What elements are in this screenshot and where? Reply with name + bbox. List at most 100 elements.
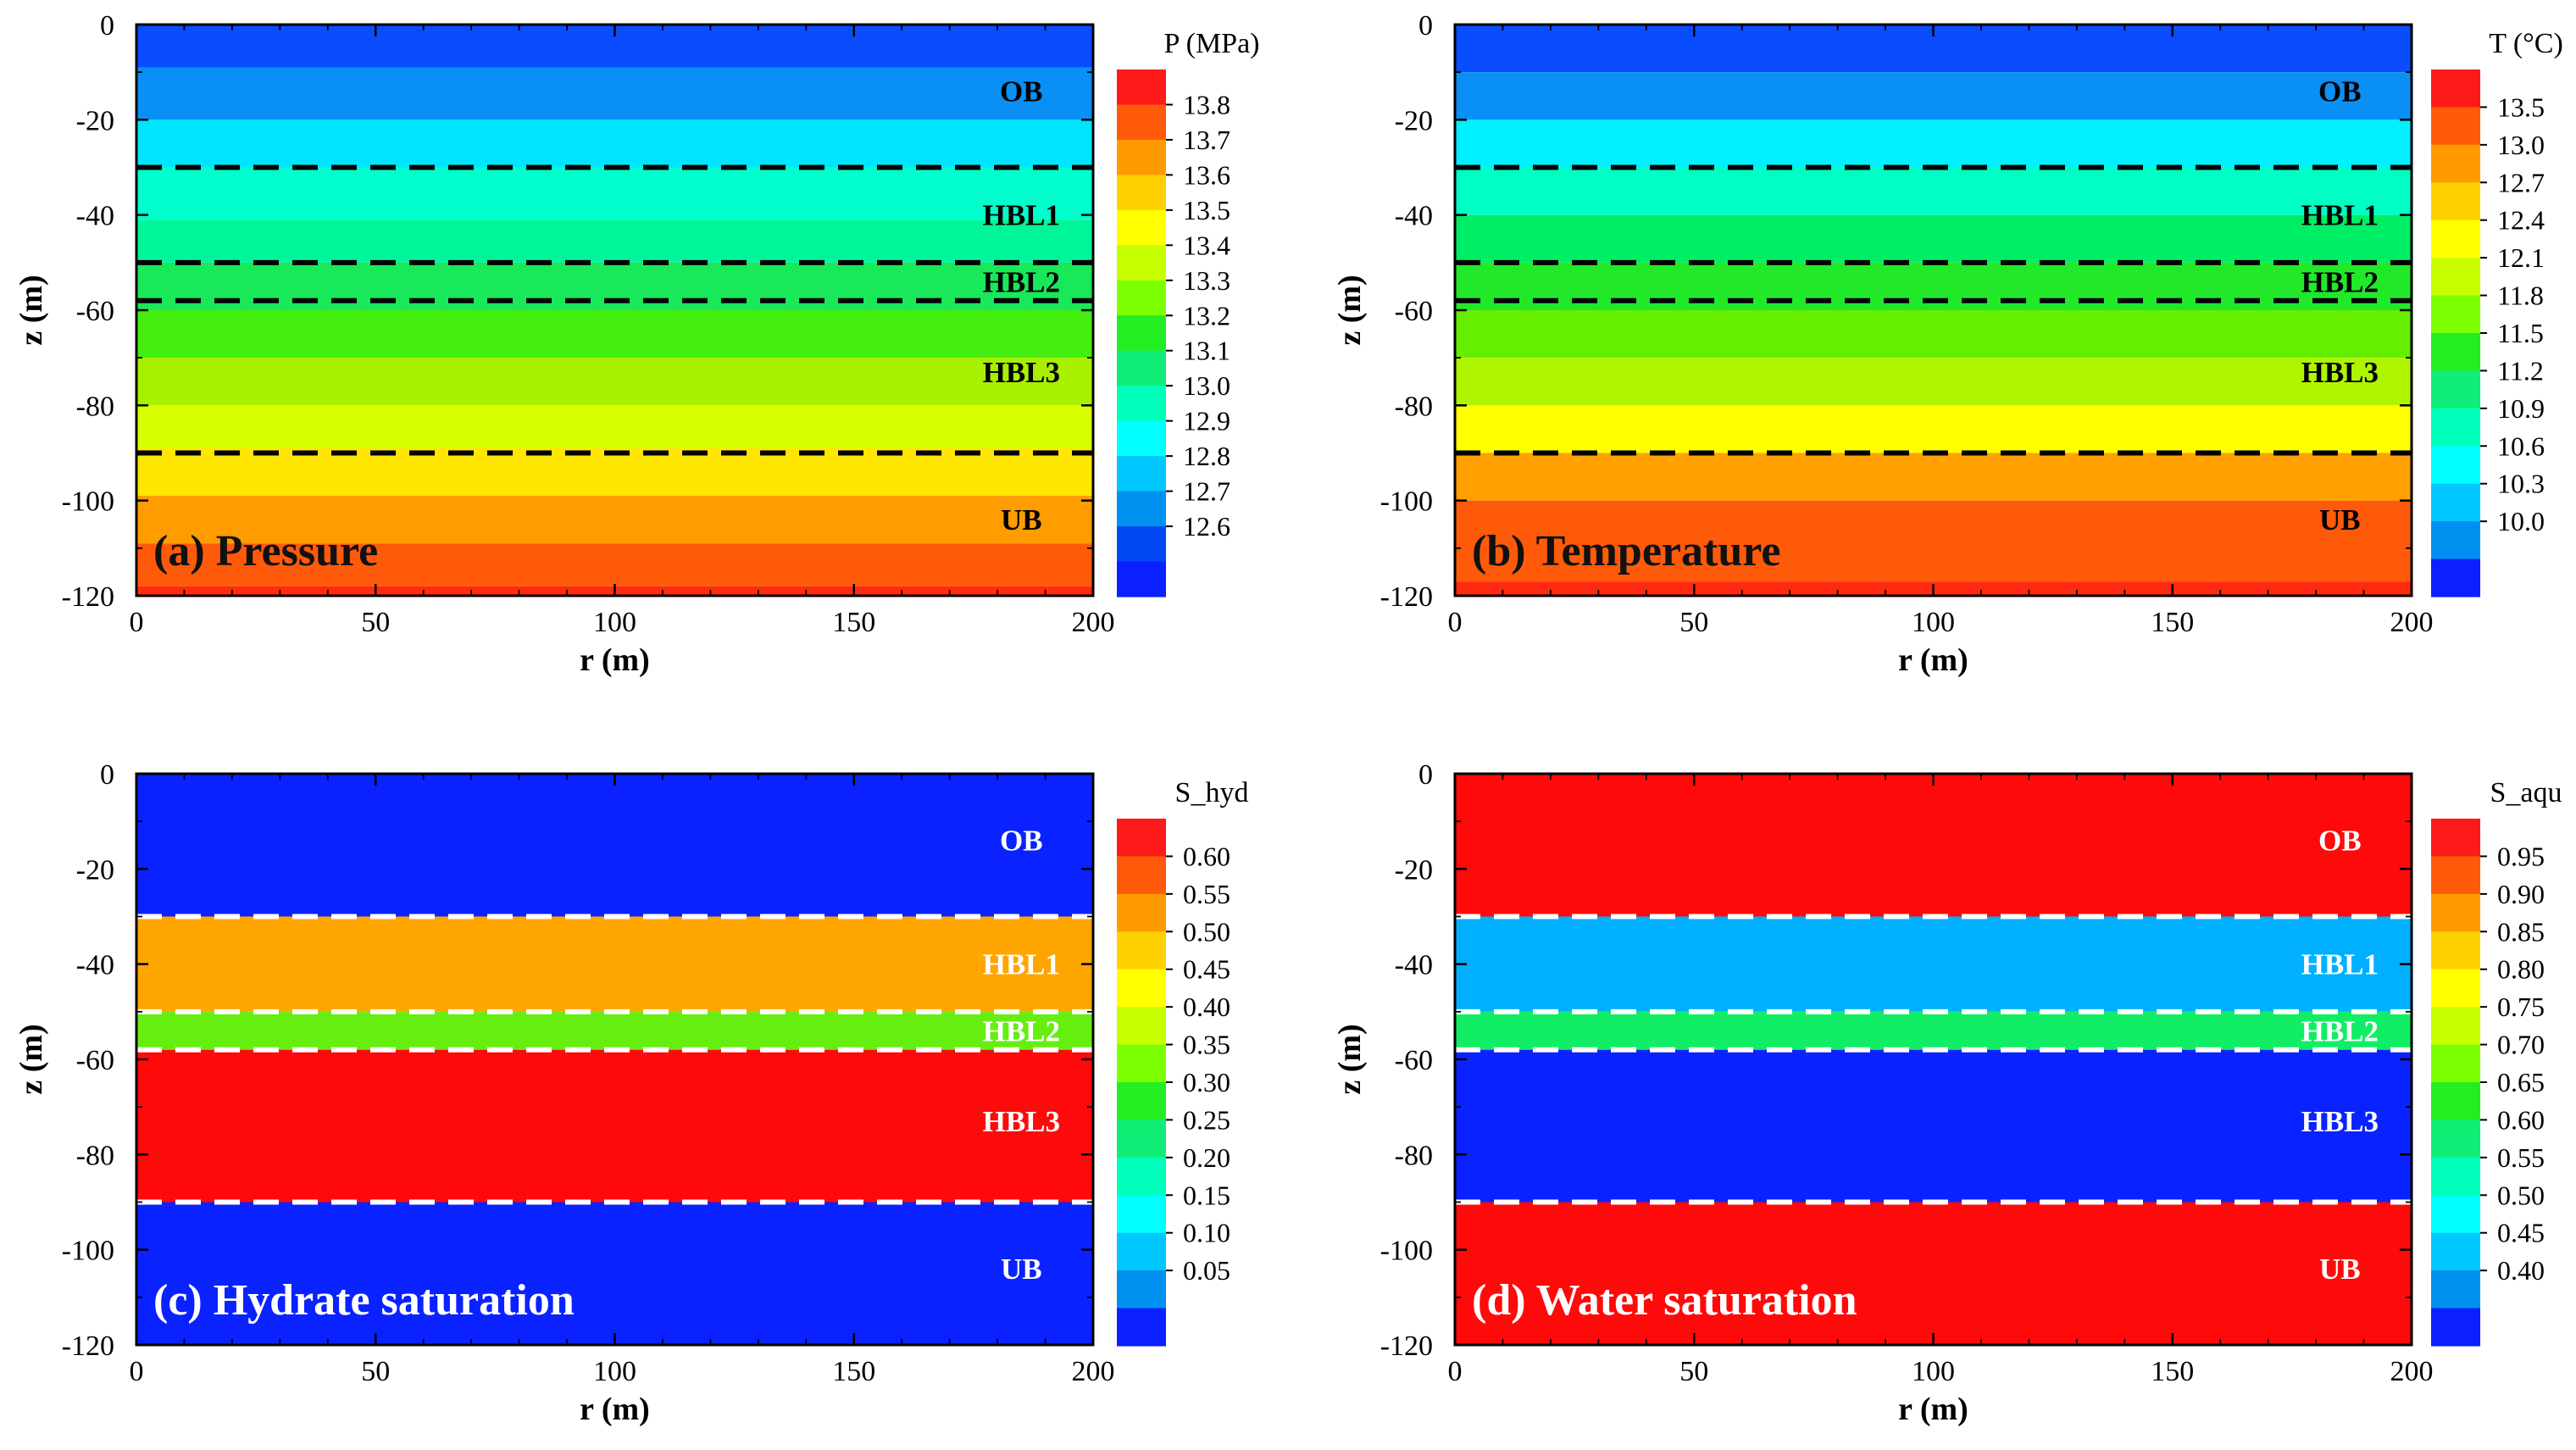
colorbar-label: 0.25 [1183,1104,1230,1135]
panel-d: 0 50 100 150 200 0 -20 -40 -60 -80 -100 -120 r (m) z … [1332,759,2562,1427]
colorbar-swatch [2431,219,2480,258]
x-tick-label: 50 [361,1356,390,1387]
colorbar-label: 0.70 [2497,1030,2545,1060]
colorbar-label: 0.55 [2497,1142,2545,1173]
x-axis-label: r (m) [580,1392,650,1427]
y-tick-label: -120 [62,581,114,613]
colorbar-label: 0.40 [1183,992,1230,1022]
contour-band-2 [1455,1011,2412,1050]
contour-band-9 [136,447,1093,497]
colorbar-label: 0.75 [2497,992,2545,1022]
layer-label: OB [2318,825,2362,858]
panel-title: (a) Pressure [153,527,378,575]
panel-title: (d) Water saturation [1472,1276,1857,1325]
contour-band-6 [1455,310,2412,358]
colorbar-label: 10.6 [2497,431,2545,461]
x-tick-label: 200 [1072,1356,1115,1387]
y-tick-label: -60 [76,1045,114,1076]
colorbar-label: 13.1 [1183,336,1230,366]
colorbar-swatch [1117,175,1166,211]
colorbar-swatch [2431,1232,2480,1271]
y-tick-label: -40 [1395,201,1433,232]
colorbar-swatch [1117,69,1166,106]
colorbar-swatch [2431,1195,2480,1234]
colorbar-label: 0.45 [2497,1218,2545,1248]
colorbar-label: 0.55 [1183,879,1230,909]
y-tick-label: -60 [1395,296,1433,327]
layer-label: HBL1 [983,199,1060,232]
colorbar-swatch [2431,69,2480,108]
layer-label: UB [2319,503,2361,536]
contour-band-7 [136,358,1093,406]
colorbar-swatch [1117,1044,1166,1083]
y-tick-label: -100 [62,1236,114,1267]
colorbar-label: 0.30 [1183,1067,1230,1097]
x-tick-label: 100 [1912,1356,1955,1387]
colorbar-swatch [2431,856,2480,895]
layer-label: UB [1001,1253,1042,1286]
contour-band-4 [1455,214,2412,263]
layer-label: OB [1000,825,1043,858]
layer-label: HBL3 [983,356,1060,389]
colorbar-swatch [2431,295,2480,334]
contour-band-8 [136,405,1093,448]
colorbar-label: 12.8 [1183,441,1230,471]
colorbar-swatch [2431,258,2480,297]
colorbar-swatch [1117,104,1166,141]
layer-label: HBL1 [983,948,1060,981]
y-tick-label: -100 [1380,486,1433,518]
contour-band-1 [1455,72,2412,120]
colorbar-swatch [1117,1308,1166,1347]
contour-band-3 [136,167,1093,220]
colorbar-swatch [1117,315,1166,352]
colorbar-label: 0.85 [2497,916,2545,947]
layer-label: HBL2 [983,1014,1060,1047]
contour-band-2 [136,119,1093,168]
contour-band-0 [1455,774,2412,917]
colorbar-swatch [1117,1119,1166,1158]
colorbar-swatch [2431,483,2480,522]
y-tick-label: 0 [1418,10,1433,42]
y-tick-label: -80 [1395,1140,1433,1171]
x-tick-label: 50 [1679,607,1708,638]
y-tick-label: -120 [62,1331,114,1362]
colorbar-label: 0.45 [1183,954,1230,985]
y-tick-label: -80 [1395,391,1433,422]
colorbar-swatch [1117,561,1166,597]
x-tick-label: 150 [2151,607,2194,638]
layer-label: HBL3 [2301,1105,2379,1138]
panel-c: 0 50 100 150 200 0 -20 -40 -60 -80 -100 -120 r (m) z … [14,759,1248,1427]
y-tick-label: 0 [100,10,114,42]
colorbar-label: 13.8 [1183,89,1230,119]
colorbar-label: 12.1 [2497,242,2545,273]
colorbar-swatch [1117,1082,1166,1121]
layer-label: OB [1000,75,1043,108]
y-tick-label: -80 [76,391,114,422]
colorbar-swatch [2431,558,2480,597]
x-tick-label: 100 [593,1356,636,1387]
y-tick-label: -20 [76,105,114,136]
contour-band-3 [136,1049,1093,1203]
layer-label: HBL2 [983,265,1060,298]
layer-label: HBL2 [2301,265,2379,298]
contour-band-3 [1455,167,2412,215]
colorbar-label: 0.65 [2497,1067,2545,1097]
colorbar-swatch [1117,386,1166,422]
colorbar-label: 13.6 [1183,159,1230,190]
colorbar-label: 0.80 [2497,954,2545,985]
colorbar-swatch [1117,819,1166,858]
colorbar-label: 0.35 [1183,1030,1230,1060]
contour-band-7 [1455,358,2412,406]
contour-band-1 [136,67,1093,120]
contour-band-2 [136,1011,1093,1050]
colorbar-label: 10.0 [2497,506,2545,536]
colorbar-swatch [2431,1270,2480,1309]
y-axis-label: z (m) [14,275,49,345]
y-tick-label: -100 [62,486,114,518]
colorbar-label: 0.10 [1183,1218,1230,1248]
colorbar-swatch [1117,969,1166,1008]
x-tick-label: 150 [832,1356,875,1387]
colorbar-label: 11.2 [2497,355,2544,386]
colorbar-label: 13.4 [1183,230,1230,260]
colorbar-swatch [2431,144,2480,183]
